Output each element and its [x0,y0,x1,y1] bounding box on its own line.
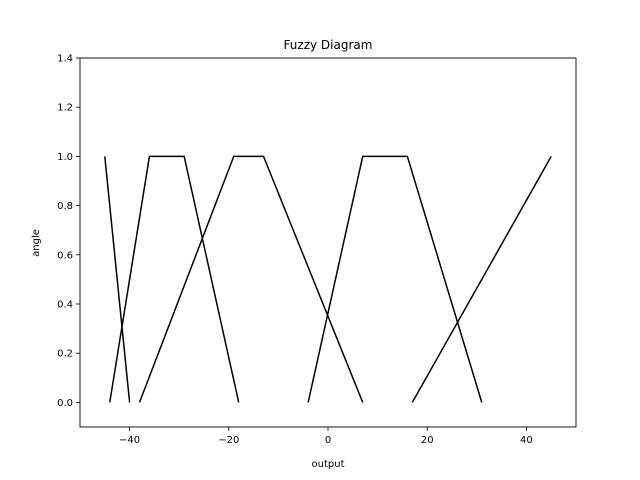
x-tick-label: 40 [520,435,533,446]
y-tick-label: 0.0 [57,398,73,409]
x-tick-label: 0 [325,435,331,446]
series-line-2 [109,155,240,403]
series-line-5 [411,156,552,403]
y-tick-label: 0.8 [57,201,73,212]
chart-title: Fuzzy Diagram [284,38,373,52]
x-tick-label: 20 [421,435,434,446]
y-tick-label: 0.4 [57,300,73,311]
y-axis: 0.0 0.2 0.4 0.6 0.8 1.0 1.2 1.4 [57,54,80,409]
y-tick-label: 1.0 [57,152,73,163]
series-line-3 [138,155,364,403]
x-tick-label: −40 [119,435,140,446]
series-layer [104,155,552,403]
y-axis-label: angle [31,229,42,257]
series-line-1 [104,156,131,403]
x-tick-label: −20 [218,435,239,446]
y-tick-label: 0.2 [57,349,73,360]
x-axis: −40 −20 0 20 40 [119,427,533,446]
y-tick-label: 1.2 [57,103,73,114]
y-tick-label: 1.4 [57,54,73,65]
series-line-4 [307,155,483,403]
y-tick-label: 0.6 [57,250,73,261]
x-axis-label: output [312,459,345,470]
